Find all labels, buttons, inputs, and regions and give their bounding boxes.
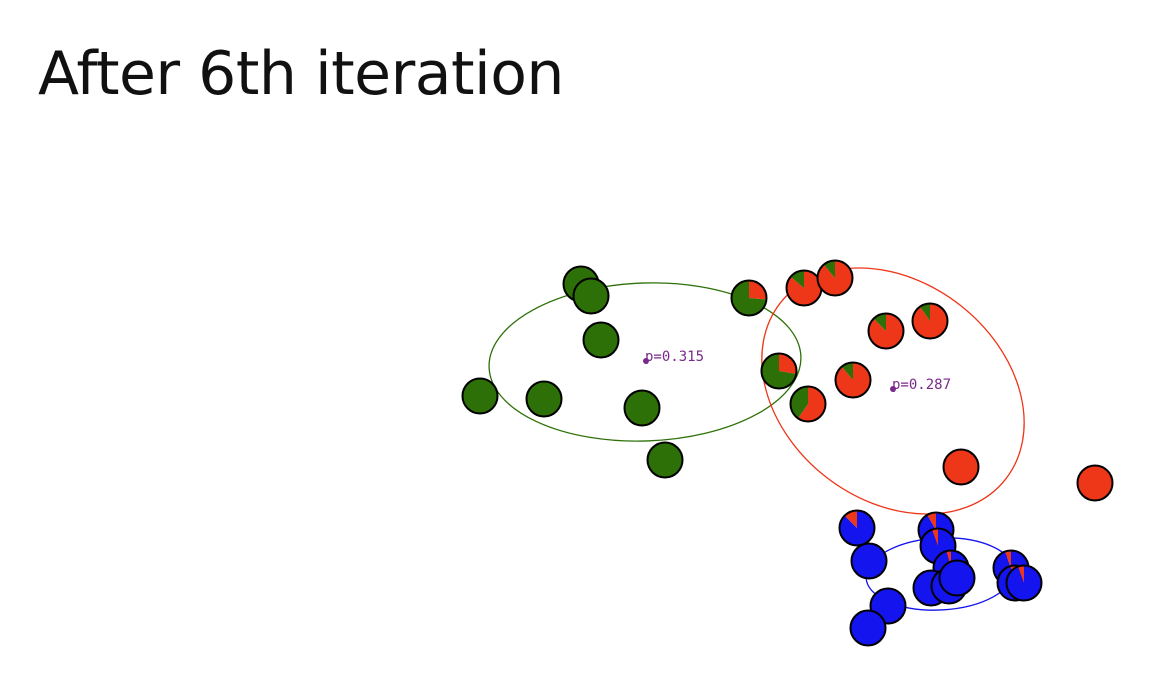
data-point (760, 352, 798, 390)
data-point (911, 302, 949, 340)
data-point (942, 448, 980, 486)
data-point (867, 312, 905, 350)
point-outline (582, 321, 620, 359)
red-cluster-mean-marker (890, 386, 896, 392)
point-outline (869, 587, 907, 625)
data-point (816, 259, 854, 297)
data-point (1005, 564, 1043, 602)
point-outline (816, 259, 854, 297)
data-point (1076, 464, 1114, 502)
point-fill (462, 378, 498, 414)
data-point (838, 509, 876, 547)
point-outline (911, 302, 949, 340)
point-slice-red (1018, 565, 1024, 583)
point-outline (1076, 464, 1114, 502)
point-outline (849, 609, 887, 647)
data-points (461, 259, 1114, 647)
point-outline (942, 448, 980, 486)
point-fill (1077, 465, 1113, 501)
point-slice-red (927, 512, 936, 530)
data-point (730, 279, 768, 317)
point-outline (730, 279, 768, 317)
green-cluster-ellipse (488, 282, 802, 442)
point-outline (572, 277, 610, 315)
red-cluster-ellipse (761, 267, 1025, 515)
data-point (849, 609, 887, 647)
point-fill (583, 322, 619, 358)
point-outline (623, 389, 661, 427)
point-fill (943, 449, 979, 485)
point-fill (573, 278, 609, 314)
point-outline (461, 377, 499, 415)
point-outline (850, 542, 888, 580)
point-fill (851, 543, 887, 579)
data-point (582, 321, 620, 359)
data-point (789, 385, 827, 423)
data-point (785, 269, 823, 307)
point-slice-red (1005, 550, 1011, 568)
data-point (572, 277, 610, 315)
point-outline (938, 559, 976, 597)
data-point (461, 377, 499, 415)
point-outline (1005, 564, 1043, 602)
point-slice-red (797, 386, 826, 422)
point-outline (789, 385, 827, 423)
point-slice-green (841, 362, 853, 380)
green-cluster-mean-marker (643, 358, 649, 364)
data-point (623, 389, 661, 427)
point-slice-green (873, 313, 886, 331)
point-slice-red (786, 270, 822, 306)
point-slice-red (868, 313, 904, 349)
point-slice-green (919, 303, 930, 321)
point-slice-red (749, 280, 767, 300)
point-outline (834, 361, 872, 399)
slide-title: After 6th iteration (38, 39, 564, 109)
point-fill (647, 442, 683, 478)
point-slice-red (912, 303, 948, 339)
point-outline (646, 441, 684, 479)
point-fill (526, 381, 562, 417)
green-cluster-label: p=0.315 (645, 349, 704, 365)
cluster-labels: p=0.315 p=0.287 (643, 349, 951, 393)
point-slice-green (761, 353, 797, 389)
point-slice-green (731, 280, 767, 316)
point-slice-red (779, 353, 797, 375)
data-point (525, 380, 563, 418)
point-outline (525, 380, 563, 418)
point-fill (850, 610, 886, 646)
point-outline (867, 312, 905, 350)
point-slice-red (844, 510, 857, 528)
data-point (834, 361, 872, 399)
point-fill (624, 390, 660, 426)
point-slice-green (823, 260, 835, 278)
data-point (646, 441, 684, 479)
data-point (938, 559, 976, 597)
point-outline (760, 352, 798, 390)
data-point (850, 542, 888, 580)
point-fill (939, 560, 975, 596)
point-slice-green (790, 386, 808, 419)
point-slice-red (932, 528, 938, 546)
red-cluster-label: p=0.287 (892, 377, 951, 393)
point-outline (838, 509, 876, 547)
